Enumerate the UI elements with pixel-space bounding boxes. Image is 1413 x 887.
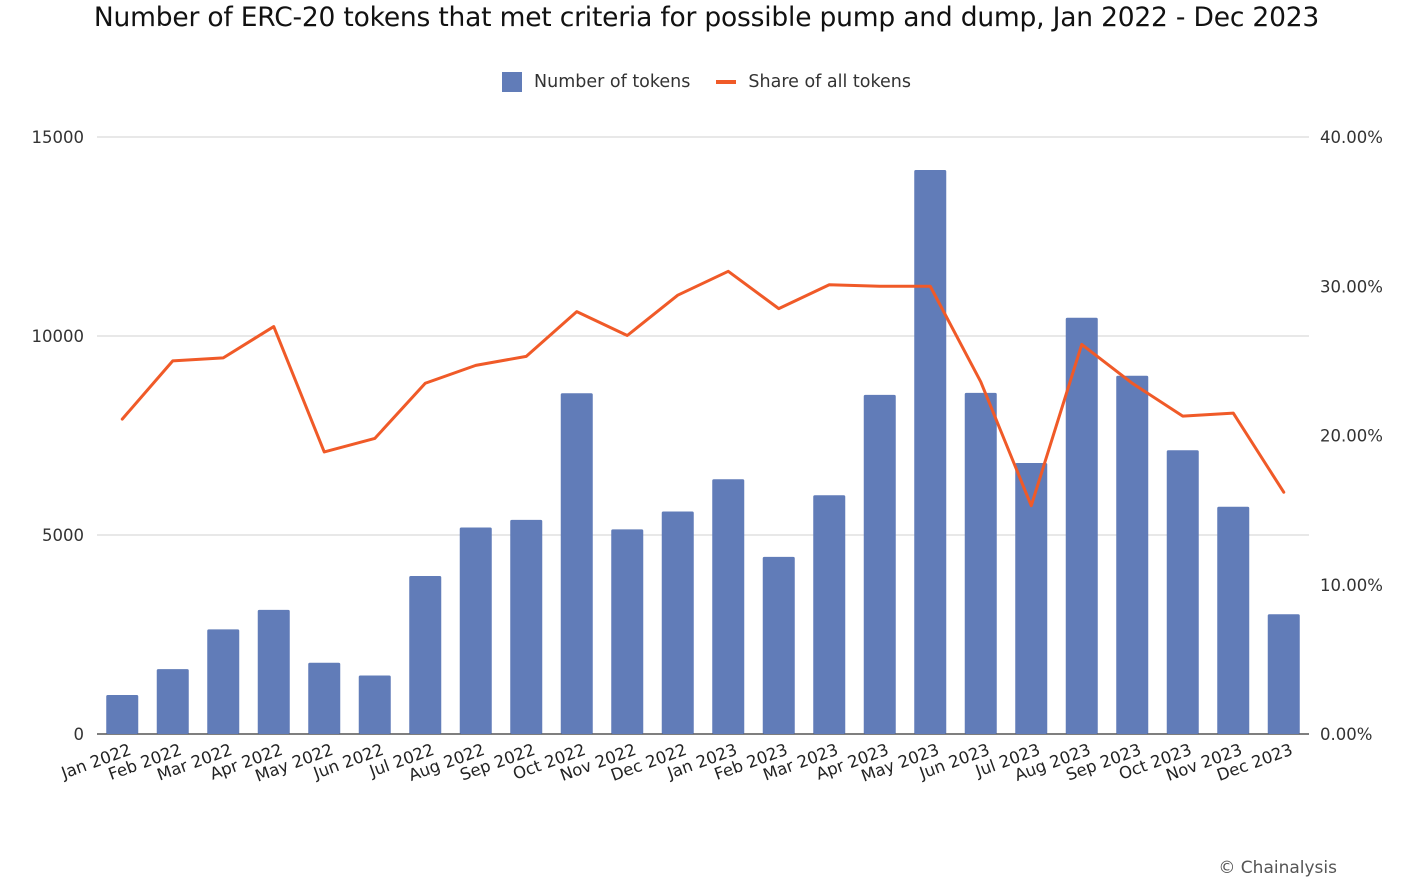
bar: [156, 669, 189, 734]
legend-item-bars: Number of tokens: [502, 72, 690, 92]
bar: [863, 394, 896, 734]
y-right-tick-label: 10.00%: [1320, 576, 1383, 595]
bar: [1065, 317, 1098, 734]
bar: [1166, 450, 1199, 734]
bar: [257, 609, 290, 734]
bar: [661, 511, 694, 734]
y-right-tick-label: 30.00%: [1320, 277, 1383, 296]
credit-text: © Chainalysis: [1218, 858, 1337, 878]
bar: [106, 694, 139, 734]
bar: [712, 479, 745, 734]
bar: [813, 495, 846, 734]
legend-swatch-bar: [502, 72, 523, 92]
bar: [611, 529, 644, 734]
bar: [914, 170, 947, 734]
chart-title: Number of ERC-20 tokens that met criteri…: [93, 2, 1320, 33]
y-left-tick-label: 0: [74, 725, 85, 744]
bar: [308, 662, 341, 734]
y-left-tick-label: 10000: [32, 327, 85, 346]
legend-swatch-line: [716, 80, 737, 84]
bar: [1116, 375, 1149, 734]
y-left-tick-label: 15000: [32, 128, 85, 147]
bar: [358, 675, 391, 734]
bar: [1217, 506, 1250, 734]
bar: [762, 556, 795, 734]
bar: [207, 629, 240, 734]
y-left-tick-label: 5000: [42, 526, 84, 545]
bar: [560, 393, 593, 734]
bar: [1267, 614, 1300, 734]
bar: [409, 575, 442, 734]
legend-item-line: Share of all tokens: [716, 72, 911, 92]
legend-label-bars: Number of tokens: [534, 72, 691, 92]
bar: [459, 527, 492, 734]
y-right-tick-label: 0.00%: [1320, 725, 1372, 744]
share-line: [120, 269, 1286, 508]
y-right-tick-label: 40.00%: [1320, 128, 1383, 147]
chart-legend: Number of tokens Share of all tokens: [0, 72, 1413, 92]
bar: [964, 392, 997, 734]
bar: [510, 519, 543, 734]
legend-label-line: Share of all tokens: [748, 72, 911, 92]
bar: [1015, 462, 1048, 734]
y-right-tick-label: 20.00%: [1320, 427, 1383, 446]
